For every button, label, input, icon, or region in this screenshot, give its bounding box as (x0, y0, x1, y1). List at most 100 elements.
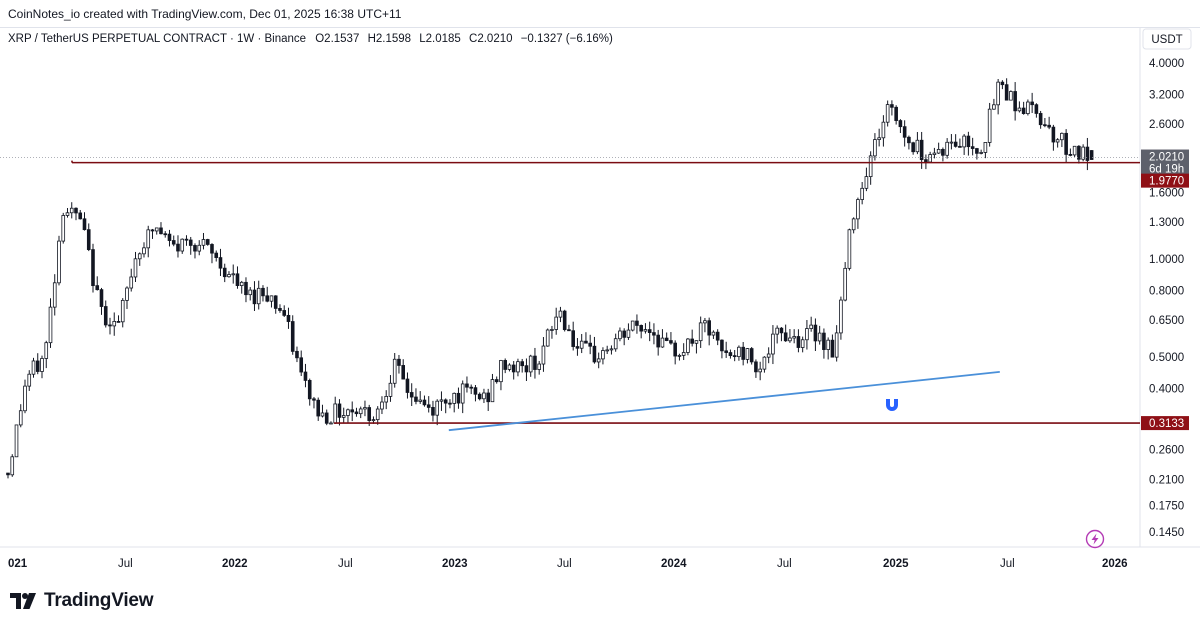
candle-down (902, 126, 907, 138)
candle-up (197, 244, 202, 252)
price-tick-label: 2.6000 (1149, 119, 1184, 131)
candle-down (749, 348, 754, 363)
candle-up (660, 337, 665, 348)
candle-up (384, 395, 389, 403)
candle-down (894, 106, 898, 121)
candle-up (558, 310, 563, 318)
lightning-icon[interactable] (1085, 529, 1105, 549)
candle-down (469, 386, 474, 389)
candle-down (205, 239, 210, 245)
candle-up (992, 104, 996, 110)
candle-up (482, 392, 486, 400)
candle-down (426, 404, 431, 408)
candle-down (813, 324, 818, 342)
footer: TradingView (0, 578, 1200, 625)
tradingview-logo-icon (10, 593, 36, 609)
candle-down (796, 336, 801, 348)
svg-text:XRP / TetherUS PERPETUAL CONTR: XRP / TetherUS PERPETUAL CONTRACT · 1W ·… (8, 33, 613, 45)
candle-down (278, 308, 282, 311)
candle-down (1047, 124, 1051, 128)
candle-down (397, 358, 401, 366)
candle-down (163, 233, 168, 236)
candle-down (958, 145, 962, 148)
candle-down (261, 287, 265, 297)
chart-area[interactable] (0, 27, 1200, 578)
candle-down (337, 403, 342, 418)
candle-down (214, 252, 219, 258)
candle-down (652, 332, 656, 336)
candle-down (405, 378, 410, 393)
candle-up (868, 155, 873, 178)
candle-down (656, 334, 660, 348)
candle-up (936, 148, 941, 154)
candle-up (681, 352, 686, 356)
candle-down (150, 229, 155, 232)
time-tick-label: 2023 (442, 558, 468, 570)
candle-down (295, 350, 299, 359)
magnet-icon[interactable] (886, 399, 898, 411)
candle-down (116, 321, 121, 323)
trendline[interactable] (448, 371, 1000, 432)
candle-down (324, 412, 329, 424)
symbol-name: XRP / TetherUS PERPETUAL CONTRACT · 1W ·… (8, 33, 306, 45)
candle-up (698, 322, 703, 342)
currency-label: USDT (1151, 34, 1182, 46)
candle-up (877, 137, 881, 140)
candle-down (754, 361, 758, 373)
ohlc-high: H2.1598 (368, 33, 411, 45)
candle-up (864, 176, 869, 189)
candle-up (52, 282, 57, 308)
candle-up (341, 415, 346, 418)
candle-down (779, 327, 784, 334)
candle-up (129, 276, 134, 289)
candle-down (715, 331, 720, 341)
candle-down (176, 243, 180, 252)
candle-up (10, 456, 15, 476)
candle-up (137, 253, 142, 260)
candle-up (792, 336, 796, 339)
candle-up (881, 121, 886, 139)
candle-up (375, 408, 380, 421)
price-tick-label: 0.4000 (1149, 384, 1184, 396)
candle-up (358, 408, 363, 415)
candle-up (694, 340, 699, 344)
candle-down (35, 360, 40, 372)
candle-up (231, 273, 236, 276)
candle-down (1013, 91, 1017, 112)
candle-down (783, 332, 788, 342)
candle-up (452, 392, 457, 404)
currency-button[interactable]: USDT (1142, 28, 1192, 50)
candle-down (188, 239, 193, 246)
price-tick-label: 0.1450 (1149, 527, 1184, 539)
price-tick-label: 0.8000 (1149, 286, 1184, 298)
time-tick-label: Jul (1000, 558, 1015, 570)
candle-down (1000, 81, 1005, 86)
time-axis[interactable]: 021 Jul 2022 Jul 2023 Jul 2024 Jul 2025 Jul 2026 (8, 558, 1128, 570)
candle-down (159, 227, 163, 235)
candle-up (851, 218, 856, 231)
candle-down (184, 238, 189, 241)
candle-up (392, 358, 397, 384)
candle-down (193, 245, 197, 252)
candle-up (962, 135, 966, 148)
candle-down (74, 207, 78, 214)
candle-down (720, 339, 724, 352)
candle-down (741, 346, 745, 360)
candle-up (133, 258, 138, 278)
candle-down (520, 361, 524, 367)
candle-up (516, 361, 520, 373)
chart-svg[interactable]: XRP / TetherUS PERPETUAL CONTRACT · 1W ·… (0, 27, 1200, 577)
candle-up (618, 330, 622, 340)
candle-down (953, 141, 958, 147)
candle-up (703, 320, 707, 324)
candle-up (18, 410, 23, 426)
price-axis[interactable]: 4.0000 3.2000 2.6000 1.6000 1.3000 1.0000 0.80… (1149, 58, 1184, 539)
candle-down (456, 392, 461, 404)
candle-up (418, 399, 423, 402)
candle-down (401, 365, 406, 380)
candle-up (112, 321, 117, 327)
candle-up (839, 299, 843, 334)
candle-up (766, 353, 771, 358)
tradingview-logo[interactable]: TradingView (10, 590, 154, 612)
